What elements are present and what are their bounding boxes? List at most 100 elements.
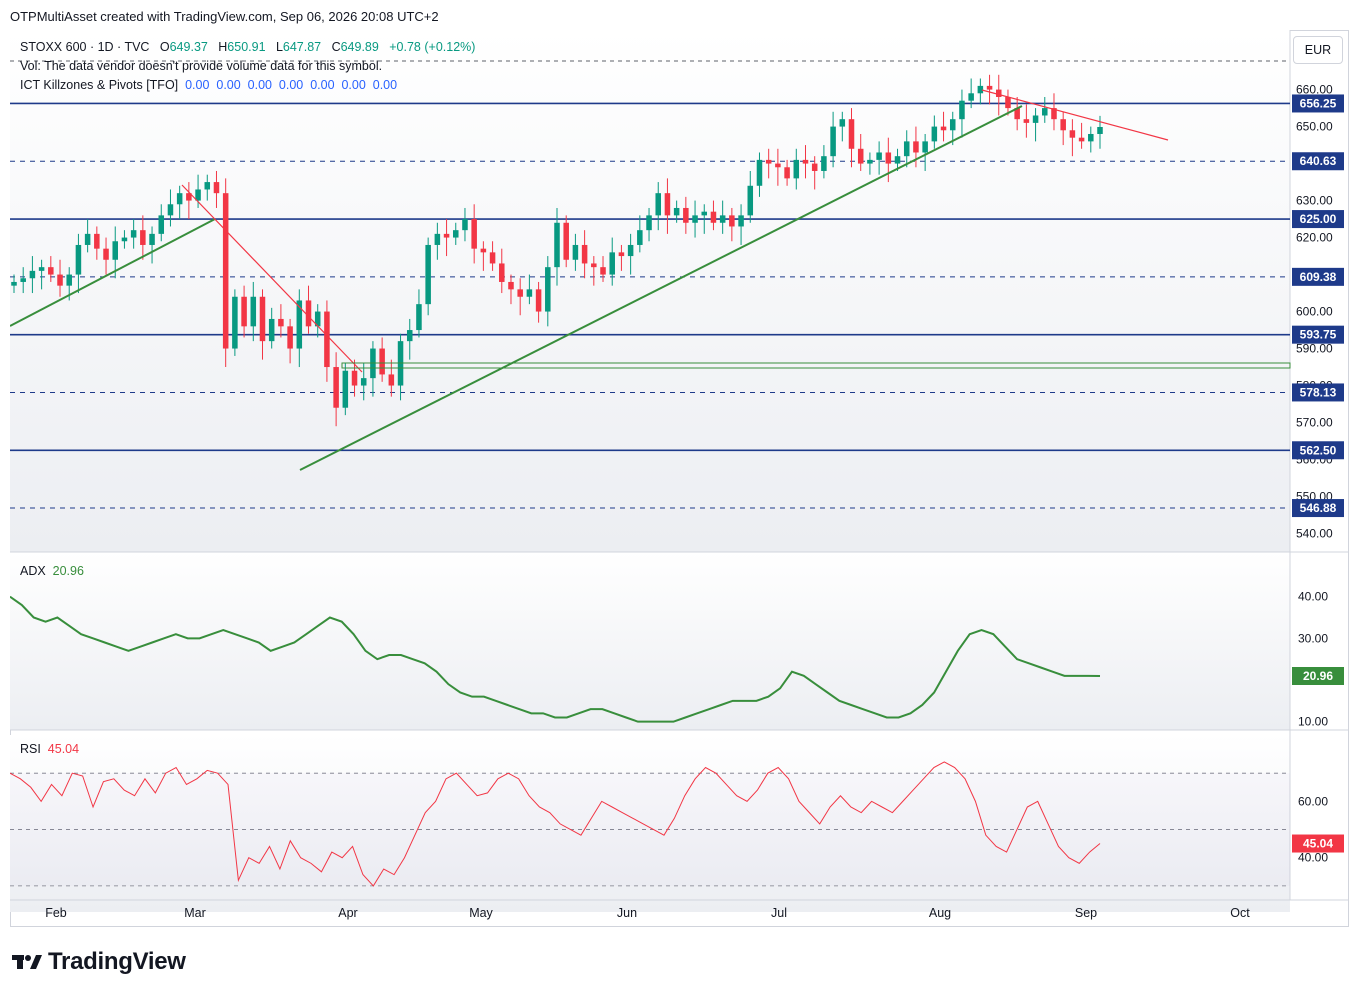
candle-body xyxy=(637,230,643,245)
rsi-pane-bg xyxy=(10,735,1290,912)
candle-body xyxy=(222,193,229,349)
tradingview-logo[interactable]: TradingView xyxy=(12,948,186,976)
rsi-value: 45.04 xyxy=(47,742,80,756)
candle-body xyxy=(296,300,303,349)
price-pane-bg xyxy=(10,30,1290,552)
indicator-name: ICT Killzones & Pivots [TFO] xyxy=(20,78,179,92)
candle-body xyxy=(406,330,413,342)
rsi-tick-label: 40.00 xyxy=(1298,851,1328,865)
candle-body xyxy=(581,244,588,264)
price-tick-label: 570.00 xyxy=(1296,416,1333,430)
candle-body xyxy=(314,311,321,327)
candle-body xyxy=(1051,108,1057,120)
chart-canvas[interactable]: 660.00650.00630.00620.00600.00590.00580.… xyxy=(10,30,1349,927)
price-tick-label: 630.00 xyxy=(1296,194,1333,208)
level-axis-badge xyxy=(1292,267,1344,286)
candle-body xyxy=(1023,119,1030,123)
adx-legend[interactable]: ADX 20.96 xyxy=(20,564,84,578)
candle-body xyxy=(453,230,459,238)
candle-body xyxy=(443,233,450,238)
candle-body xyxy=(517,289,523,297)
candle-body xyxy=(287,326,293,349)
candle-body xyxy=(839,119,846,127)
candle-body xyxy=(351,370,358,386)
candle-body xyxy=(811,163,818,171)
adx-last-label: 20.96 xyxy=(1303,669,1333,683)
price-tick-label: 650.00 xyxy=(1296,120,1333,134)
candle-body xyxy=(130,230,137,238)
adx-tick-label: 10.00 xyxy=(1298,715,1328,729)
candle-body xyxy=(609,252,615,275)
level-axis-badge xyxy=(1292,325,1344,344)
candle-body xyxy=(719,215,726,223)
adx-tick-label: 40.00 xyxy=(1298,590,1328,604)
symbol-label[interactable]: STOXX 600 · 1D · TVC xyxy=(20,40,150,54)
indicator-values: 0.00 0.00 0.00 0.00 0.00 0.00 0.00 xyxy=(185,78,398,92)
candle-body xyxy=(1032,115,1039,123)
candle-body xyxy=(379,348,385,375)
candle-body xyxy=(75,244,82,275)
level-axis-label: 593.75 xyxy=(1300,328,1337,342)
candle-body xyxy=(545,267,551,312)
candle-body xyxy=(38,267,45,271)
candle-body xyxy=(692,215,698,223)
level-axis-label: 656.25 xyxy=(1300,96,1337,110)
candle-body xyxy=(775,163,781,168)
candle-body xyxy=(591,263,597,268)
rsi-band-fill xyxy=(10,773,1290,886)
candle-body xyxy=(756,159,763,186)
candle-body xyxy=(250,296,257,327)
rsi-legend[interactable]: RSI 45.04 xyxy=(20,742,79,756)
high-value: 650.91 xyxy=(227,40,266,54)
adx-last-badge xyxy=(1292,667,1344,685)
candle-body xyxy=(931,126,938,142)
trendline-red-aug xyxy=(981,89,1169,141)
candle-body xyxy=(48,267,54,275)
candle-body xyxy=(103,248,109,260)
candle-body xyxy=(333,367,339,408)
candle-body xyxy=(857,148,864,164)
candle-body xyxy=(600,267,606,275)
candle-body xyxy=(683,207,689,223)
adx-pane-bg xyxy=(10,552,1290,730)
currency-button[interactable]: EUR xyxy=(1293,36,1343,64)
x-axis-month-label: Aug xyxy=(929,906,951,920)
level-axis-label: 562.50 xyxy=(1300,443,1337,457)
candle-body xyxy=(259,296,266,342)
x-axis-month-label: Jul xyxy=(771,906,787,920)
candle-body xyxy=(342,370,349,408)
tradingview-logo-icon xyxy=(12,955,42,969)
price-tick-label: 600.00 xyxy=(1296,305,1333,319)
candle-body xyxy=(278,318,284,327)
candle-body xyxy=(986,85,993,90)
candle-body xyxy=(140,230,146,245)
candle-body xyxy=(1042,108,1048,116)
candle-body xyxy=(29,270,36,279)
candle-body xyxy=(360,378,367,386)
candle-body xyxy=(241,296,247,327)
candle-body xyxy=(1005,96,1011,109)
candle-body xyxy=(1097,126,1103,134)
x-axis-month-label: Jun xyxy=(617,906,637,920)
candle-body xyxy=(940,126,947,131)
candle-body xyxy=(232,296,238,349)
candle-body xyxy=(765,159,772,164)
indicator-legend[interactable]: ICT Killzones & Pivots [TFO] 0.00 0.00 0… xyxy=(20,78,397,92)
trendline-red-mar xyxy=(181,184,363,373)
candle-body xyxy=(462,219,468,231)
candle-body xyxy=(747,185,754,216)
candle-body xyxy=(167,204,174,216)
trendline-green-feb xyxy=(10,218,216,327)
candle-body xyxy=(710,211,717,223)
candle-body xyxy=(149,233,155,245)
candle-body xyxy=(876,152,882,160)
candle-body xyxy=(84,233,91,245)
candle-body xyxy=(186,193,192,201)
candle-body xyxy=(416,304,422,331)
candle-body xyxy=(572,244,579,260)
candle-body xyxy=(434,233,441,245)
candle-body xyxy=(913,141,919,153)
candle-body xyxy=(784,167,790,179)
low-value: 647.87 xyxy=(282,40,322,54)
candle-body xyxy=(11,281,17,286)
